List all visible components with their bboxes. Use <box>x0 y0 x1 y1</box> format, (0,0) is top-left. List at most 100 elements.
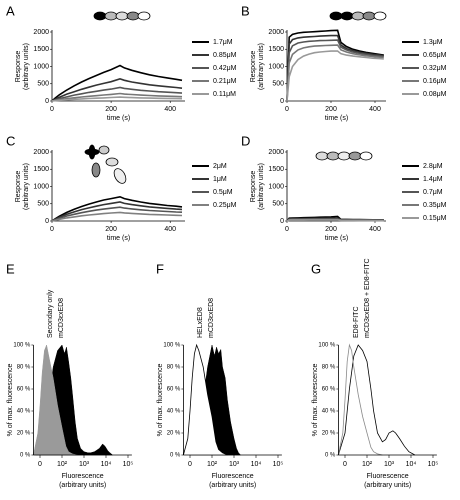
y-axis-label: Response <box>15 171 22 203</box>
series-annotation: Secondary only <box>47 289 54 338</box>
response-curve <box>51 96 183 102</box>
x-tick-label: 400 <box>369 226 381 233</box>
legend-label: 0.5μM <box>213 189 233 196</box>
x-tick-label: 10⁵ <box>273 461 284 468</box>
y-tick-label: 40 % <box>167 409 181 415</box>
y-axis-label: Response <box>250 51 257 83</box>
y-tick-label: 1500 <box>268 46 284 53</box>
y-tick-label: 0 <box>280 98 284 105</box>
response-curve <box>51 86 183 102</box>
response-curve <box>51 201 183 222</box>
legend-label: 0.32μM <box>423 65 447 72</box>
icon-b <box>329 11 387 21</box>
response-curve <box>286 39 384 102</box>
response-curve <box>286 34 384 102</box>
series-annotation: ED8-FITC <box>353 307 360 339</box>
y-tick-label: 60 % <box>17 387 31 393</box>
panel-letter: F <box>156 261 164 276</box>
icon-d <box>315 151 373 161</box>
y-tick-label: 60 % <box>322 387 336 393</box>
x-tick-label: 200 <box>325 106 337 113</box>
series-annotation: mCD3εxED8 <box>58 298 65 338</box>
legend-label: 0.35μM <box>423 202 447 209</box>
x-tick-label: 0 <box>188 461 192 468</box>
icon-c <box>84 144 127 184</box>
y-axis-label: (arbitrary units) <box>23 43 30 90</box>
legend-label: 0.21μM <box>213 78 237 85</box>
y-tick-label: 1500 <box>33 46 49 53</box>
legend-label: 0.11μM <box>213 91 236 98</box>
y-tick-label: 0 % <box>325 453 336 459</box>
panel-letter: C <box>6 133 15 148</box>
y-tick-label: 0 <box>45 218 49 225</box>
y-tick-label: 0 % <box>20 453 31 459</box>
legend-label: 0.85μM <box>213 52 237 59</box>
histogram <box>33 344 78 456</box>
x-tick-label: 200 <box>105 226 117 233</box>
legend-label: 0.16μM <box>423 78 447 85</box>
response-curve <box>286 44 384 102</box>
x-tick-label: 10⁴ <box>101 461 112 468</box>
legend-label: 0.42μM <box>213 65 237 72</box>
x-tick-label: 10³ <box>384 461 395 468</box>
y-tick-label: 20 % <box>167 431 181 437</box>
x-axis-label: (arbitrary units) <box>59 482 106 489</box>
x-tick-label: 10² <box>362 461 373 468</box>
y-tick-label: 0 <box>45 98 49 105</box>
legend-label: 2μM <box>213 163 227 170</box>
y-tick-label: 20 % <box>17 431 31 437</box>
x-axis-label: time (s) <box>325 115 348 122</box>
y-tick-label: 20 % <box>322 431 336 437</box>
y-tick-label: 1500 <box>268 166 284 173</box>
response-curve <box>51 64 183 102</box>
legend-label: 0.65μM <box>423 52 447 59</box>
y-axis-label: Response <box>15 51 22 83</box>
response-curve <box>51 206 183 222</box>
y-tick-label: 500 <box>272 81 284 88</box>
y-tick-label: 1500 <box>33 166 49 173</box>
legend-label: 1.4μM <box>423 176 443 183</box>
legend-label: 1.3μM <box>423 39 443 46</box>
legend-label: 0.25μM <box>213 202 237 209</box>
y-axis-label: Response <box>250 171 257 203</box>
x-tick-label: 10³ <box>79 461 90 468</box>
panel-letter: G <box>311 261 321 276</box>
x-tick-label: 0 <box>285 106 289 113</box>
x-tick-label: 200 <box>105 106 117 113</box>
y-tick-label: 500 <box>272 201 284 208</box>
y-axis-label: % of max. fluorescence <box>157 364 164 437</box>
series-annotation: mCD3εxED8 <box>208 298 215 338</box>
x-tick-label: 400 <box>164 226 176 233</box>
y-tick-label: 80 % <box>322 365 336 371</box>
x-axis-label: time (s) <box>107 115 130 122</box>
response-curve <box>51 78 183 102</box>
y-axis-label: (arbitrary units) <box>23 163 30 210</box>
response-curve <box>286 29 384 102</box>
x-tick-label: 10⁴ <box>406 461 417 468</box>
y-axis-label: % of max. fluorescence <box>312 364 319 437</box>
x-axis-label: Fluorescence <box>212 473 254 480</box>
legend-label: 1μM <box>213 176 227 183</box>
y-tick-label: 80 % <box>17 365 31 371</box>
y-tick-label: 2000 <box>33 149 49 156</box>
y-tick-label: 0 % <box>170 453 181 459</box>
icon-a <box>93 11 151 21</box>
response-curve <box>51 195 183 222</box>
y-tick-label: 1000 <box>268 63 284 70</box>
legend-label: 1.7μM <box>213 39 233 46</box>
x-tick-label: 0 <box>50 226 54 233</box>
panel-letter: A <box>6 3 15 18</box>
x-tick-label: 10³ <box>229 461 240 468</box>
x-tick-label: 10² <box>207 461 218 468</box>
series-annotation: mCD3εxED8 + ED8-FITC <box>364 258 371 338</box>
x-tick-label: 10² <box>57 461 68 468</box>
response-curve <box>286 219 384 222</box>
x-tick-label: 0 <box>50 106 54 113</box>
histogram <box>183 343 228 456</box>
x-tick-label: 10⁴ <box>251 461 262 468</box>
y-axis-label: (arbitrary units) <box>258 163 265 210</box>
y-tick-label: 2000 <box>33 29 49 36</box>
y-tick-label: 500 <box>37 81 49 88</box>
y-axis-label: % of max. fluorescence <box>7 364 14 437</box>
panel-letter: E <box>6 261 15 276</box>
